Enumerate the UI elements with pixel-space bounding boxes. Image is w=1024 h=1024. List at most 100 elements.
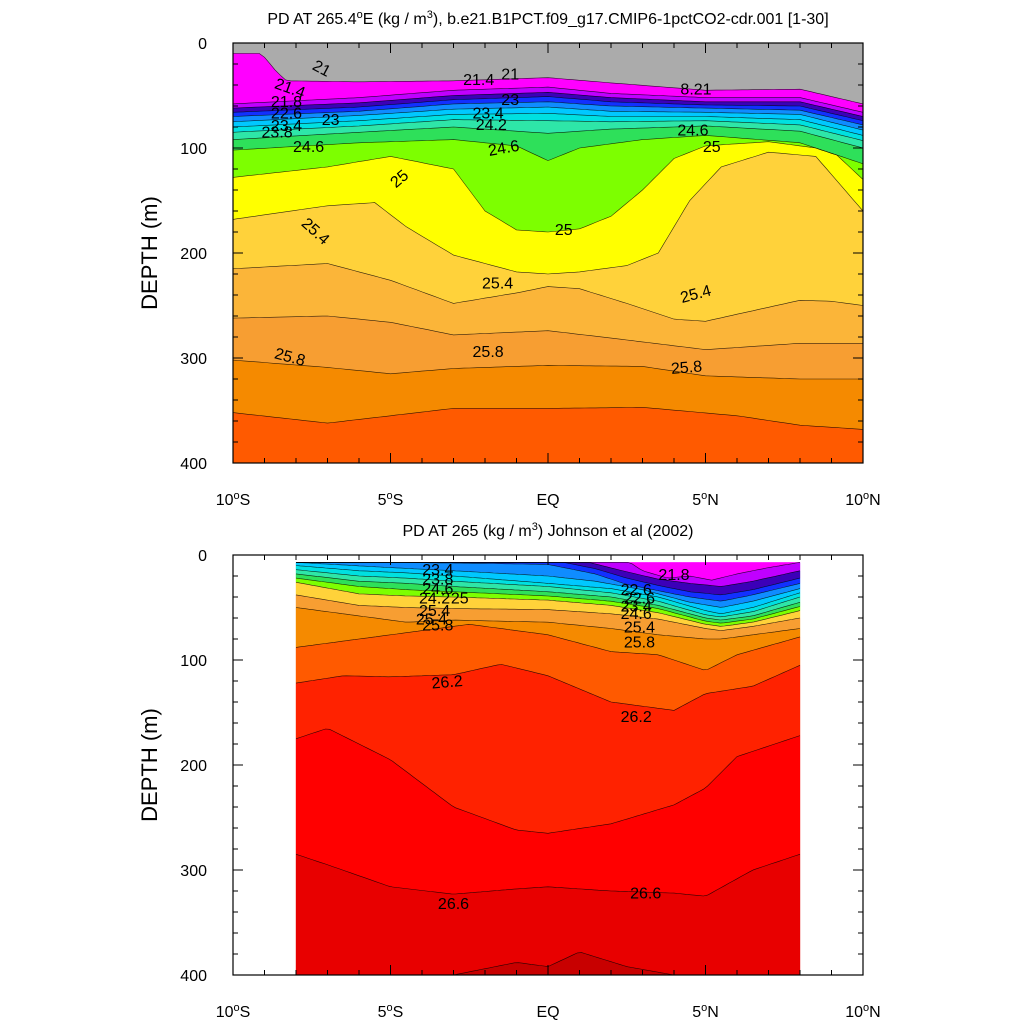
y-tick-label: 300 bbox=[180, 351, 207, 368]
isopycnal-line bbox=[233, 359, 863, 380]
contour-label: 24.6 bbox=[487, 138, 521, 160]
panel-model-contour-lines bbox=[233, 53, 863, 430]
contour-label: 22.6 bbox=[621, 582, 652, 599]
isopycnal-line bbox=[233, 91, 863, 117]
contour-label: 25.8 bbox=[473, 344, 504, 361]
contour-label: 25 bbox=[451, 590, 469, 607]
panel-model-title: PD AT 265.4oE (kg / m3), b.e21.B1PCT.f09… bbox=[267, 9, 828, 28]
x-tick-label: 5oS bbox=[378, 490, 404, 509]
isopycnal-line bbox=[295, 562, 801, 608]
isopycnal-line bbox=[233, 263, 863, 322]
contour-label: 24.2 bbox=[419, 590, 450, 607]
x-tick-label: 5oN bbox=[692, 1002, 719, 1021]
isopycnal-line bbox=[295, 573, 801, 621]
contour-label: 21.4 bbox=[463, 72, 494, 89]
contour-label: 21 bbox=[309, 57, 333, 80]
contour-label: 25.4 bbox=[624, 620, 655, 637]
x-tick-label: EQ bbox=[536, 1004, 559, 1021]
contour-label: 23 bbox=[322, 112, 340, 129]
isopycnal-line bbox=[233, 86, 863, 113]
contour-label: 25 bbox=[555, 222, 573, 239]
contour-label: 21.8 bbox=[271, 94, 302, 111]
contour-label: 21 bbox=[501, 67, 519, 84]
panel-model-axes: 0 100 200 300 400 10oS 5oS EQ 5oN 10oN bbox=[180, 36, 880, 509]
isopycnal-line bbox=[233, 407, 863, 430]
x-tick-label: EQ bbox=[536, 492, 559, 509]
contour-label: 24.6 bbox=[621, 606, 652, 623]
panel-observed-fills bbox=[295, 562, 801, 975]
isopycnal-line bbox=[295, 854, 801, 897]
contour-label: 21.8 bbox=[658, 567, 689, 584]
contour-label: 25.8 bbox=[670, 358, 703, 378]
isopycnal-line bbox=[295, 565, 801, 614]
contour-label: 23.8 bbox=[262, 125, 293, 142]
contour-label: 8.21 bbox=[680, 82, 711, 99]
y-tick-label: 200 bbox=[180, 758, 207, 775]
x-tick-label: 10oS bbox=[216, 1002, 251, 1021]
isopycnal-line bbox=[295, 728, 801, 834]
isopycnal-line bbox=[233, 53, 863, 105]
y-tick-label: 400 bbox=[180, 968, 207, 985]
y-tick-label: 100 bbox=[180, 653, 207, 670]
isopycnal-line bbox=[233, 141, 863, 233]
isopycnal-line bbox=[295, 577, 801, 624]
isopycnal-line bbox=[233, 125, 863, 149]
contour-label: 24.6 bbox=[677, 122, 708, 139]
isopycnal-line bbox=[295, 664, 801, 711]
isopycnal-line bbox=[233, 101, 863, 126]
contour-label: 26.6 bbox=[630, 885, 661, 902]
x-tick-label: 10oS bbox=[216, 490, 251, 509]
panel-model-fills bbox=[233, 43, 863, 463]
isopycnal-line bbox=[233, 315, 863, 350]
contour-label: 25.4 bbox=[416, 611, 447, 628]
y-tick-label: 200 bbox=[180, 246, 207, 263]
panel-observed-ylabel: DEPTH (m) bbox=[137, 708, 162, 822]
contour-label: 25 bbox=[703, 139, 721, 156]
contour-label: 25.8 bbox=[624, 634, 655, 651]
isopycnal-line bbox=[233, 113, 863, 136]
contour-label: 22.6 bbox=[624, 590, 655, 607]
contour-label: 23.4 bbox=[473, 106, 504, 123]
contour-label: 23 bbox=[501, 92, 519, 109]
contour-label: 26.2 bbox=[431, 673, 464, 693]
y-tick-label: 0 bbox=[198, 36, 207, 53]
contour-label: 24.6 bbox=[293, 139, 324, 156]
contour-label: 26.6 bbox=[438, 896, 469, 913]
isopycnal-line bbox=[295, 569, 801, 618]
panel-observed-axes: 0 100 200 300 400 10oS 5oS EQ 5oN 10oN bbox=[180, 548, 880, 1021]
contour-label: 23.4 bbox=[422, 562, 453, 579]
x-tick-label: 10oN bbox=[845, 490, 880, 509]
panel-model: PD AT 265.4oE (kg / m3), b.e21.B1PCT.f09… bbox=[137, 9, 881, 509]
isopycnal-line bbox=[233, 151, 863, 275]
isopycnal-line bbox=[233, 106, 863, 131]
isopycnal-line bbox=[233, 96, 863, 121]
contour-label: 25.8 bbox=[422, 618, 453, 635]
contour-label: 26.2 bbox=[621, 709, 652, 726]
x-tick-label: 5oN bbox=[692, 490, 719, 509]
contour-label: 22.6 bbox=[271, 106, 302, 123]
y-tick-label: 0 bbox=[198, 548, 207, 565]
isopycnal-line bbox=[233, 119, 863, 141]
panel-observed: PD AT 265 (kg / m3) Johnson et al (2002)… bbox=[137, 521, 881, 1021]
contour-label: 23.8 bbox=[422, 571, 453, 588]
isopycnal-line bbox=[295, 582, 801, 627]
isopycnal-line bbox=[295, 594, 801, 631]
contour-label: 24.6 bbox=[422, 581, 453, 598]
isopycnal-line bbox=[233, 135, 863, 165]
panel-observed-contour-labels: 23.423.824.624.2 2525.425.425.821.822.622… bbox=[416, 562, 690, 913]
contour-label: 23.4 bbox=[621, 599, 652, 616]
isopycnal-line bbox=[295, 607, 801, 640]
y-tick-label: 300 bbox=[180, 863, 207, 880]
panel-model-ylabel: DEPTH (m) bbox=[137, 196, 162, 310]
contour-label: 25.4 bbox=[419, 603, 450, 620]
x-tick-label: 5oS bbox=[378, 1002, 404, 1021]
isopycnal-line bbox=[295, 624, 801, 671]
y-tick-label: 100 bbox=[180, 141, 207, 158]
contour-label: 23.4 bbox=[271, 118, 302, 135]
panel-observed-title: PD AT 265 (kg / m3) Johnson et al (2002) bbox=[402, 521, 693, 540]
x-tick-label: 10oN bbox=[845, 1002, 880, 1021]
contour-label: 25.4 bbox=[482, 276, 513, 293]
contour-label: 24.2 bbox=[476, 117, 507, 134]
y-tick-label: 400 bbox=[180, 456, 207, 473]
